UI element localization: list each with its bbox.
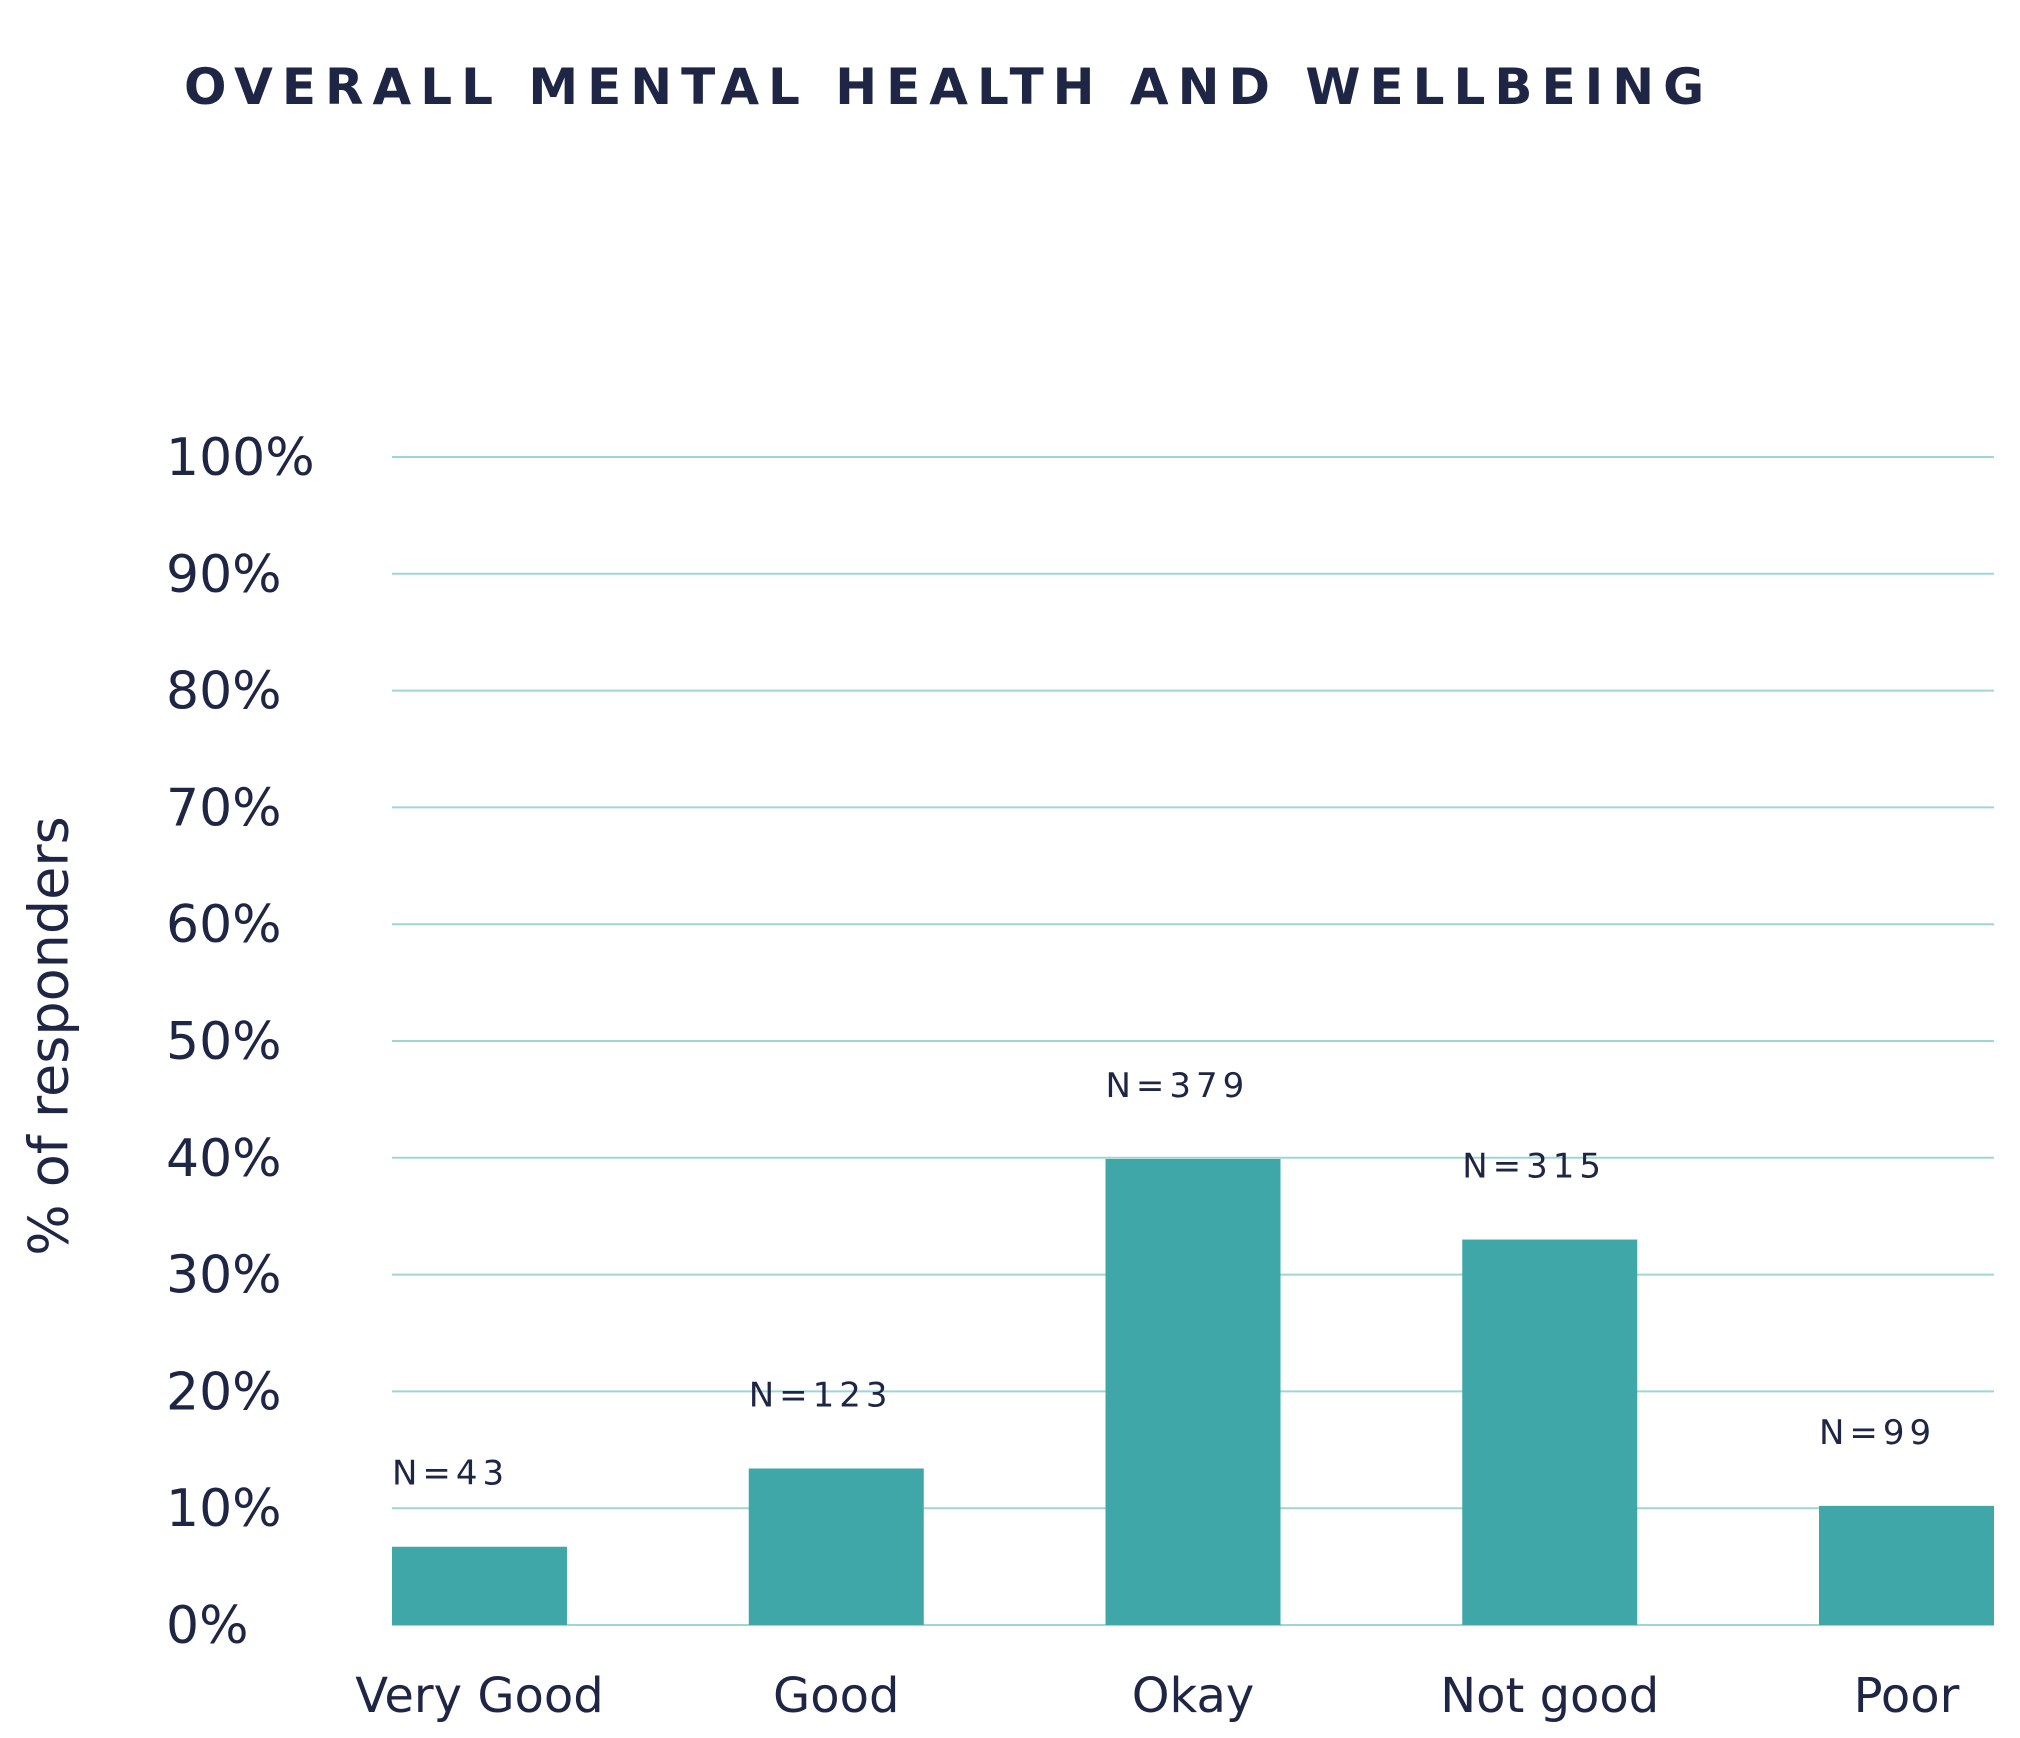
x-tick-label: Good (773, 1668, 899, 1724)
y-tick-label: 50% (166, 1012, 282, 1072)
y-tick-label: 30% (166, 1246, 282, 1306)
x-tick-label: Not good (1440, 1668, 1659, 1724)
y-tick-label: 40% (166, 1129, 282, 1189)
bar-very-good (392, 1546, 567, 1625)
data-label: N=315 (1462, 1147, 1606, 1187)
bar-poor (1819, 1505, 1994, 1625)
x-tick-label: Okay (1132, 1668, 1255, 1724)
y-tick-label: 100% (166, 428, 315, 488)
data-label: N=379 (1106, 1066, 1250, 1106)
y-tick-label: 70% (166, 778, 282, 838)
bar-not-good (1462, 1239, 1638, 1625)
y-tick-label: 0% (166, 1596, 249, 1656)
data-label: N=123 (749, 1375, 893, 1415)
x-tick-label: Poor (1854, 1668, 1960, 1724)
y-tick-label: 60% (166, 895, 282, 955)
y-tick-label: 90% (166, 545, 282, 605)
x-tick-label: Very Good (355, 1668, 603, 1724)
y-tick-label: 80% (166, 662, 282, 722)
y-tick-label: 10% (166, 1479, 282, 1539)
y-tick-label: 20% (166, 1362, 282, 1422)
data-label: N=99 (1819, 1413, 1936, 1453)
chart-title: OVERALL MENTAL HEALTH AND WELLBEING (184, 58, 1714, 116)
bar-good (748, 1468, 924, 1625)
data-label: N=43 (392, 1454, 509, 1494)
bar-okay (1105, 1158, 1281, 1625)
